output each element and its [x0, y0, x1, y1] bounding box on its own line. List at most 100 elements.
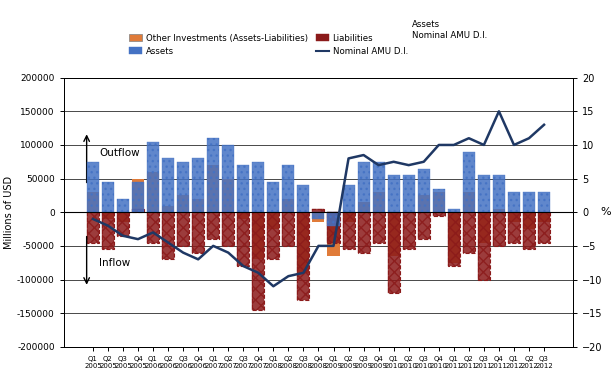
Bar — [478, 212, 490, 242]
Bar — [523, 192, 535, 212]
Bar — [523, 212, 535, 229]
Bar — [252, 162, 264, 212]
Bar — [117, 212, 129, 236]
Bar — [328, 212, 339, 226]
Legend: Other Investments (Assets-Liabilities), Assets, Liabilities, Nominal AMU D.I.: Other Investments (Assets-Liabilities), … — [129, 34, 408, 56]
Bar — [357, 202, 370, 212]
Bar — [87, 192, 99, 212]
Bar — [463, 152, 475, 212]
Bar — [418, 212, 430, 239]
Bar — [387, 212, 400, 293]
Bar — [282, 165, 295, 212]
Bar — [87, 212, 99, 242]
Bar — [343, 185, 355, 212]
Bar — [478, 212, 490, 279]
Bar — [87, 162, 99, 212]
Bar — [117, 199, 129, 212]
Bar — [252, 212, 264, 310]
Bar — [298, 212, 309, 300]
Bar — [508, 192, 520, 212]
Bar — [478, 175, 490, 212]
Bar — [268, 182, 279, 212]
Bar — [538, 212, 550, 222]
Bar — [162, 206, 174, 212]
Bar — [147, 212, 159, 242]
Bar — [328, 212, 339, 256]
Bar — [132, 209, 144, 212]
Bar — [312, 212, 325, 219]
Bar — [387, 212, 400, 293]
Bar — [177, 212, 189, 246]
Bar — [493, 209, 505, 212]
Bar — [222, 179, 234, 212]
Bar — [508, 212, 520, 222]
Bar — [237, 165, 249, 212]
Bar — [508, 212, 520, 242]
Bar — [162, 212, 174, 259]
Bar — [132, 209, 144, 212]
Bar — [538, 212, 550, 242]
Bar — [207, 212, 219, 239]
Bar — [252, 212, 264, 259]
Bar — [282, 212, 295, 246]
Text: Inflow: Inflow — [100, 258, 130, 268]
Bar — [268, 212, 279, 229]
Bar — [192, 212, 204, 253]
Bar — [102, 212, 114, 249]
Bar — [207, 138, 219, 212]
Bar — [177, 195, 189, 212]
Bar — [463, 192, 475, 212]
Bar — [357, 162, 370, 212]
Bar — [493, 212, 505, 246]
Bar — [268, 212, 279, 259]
Bar — [523, 212, 535, 249]
Bar — [343, 212, 355, 249]
Bar — [102, 212, 114, 219]
Bar — [343, 212, 355, 222]
Bar — [162, 159, 174, 212]
Bar — [132, 179, 144, 212]
Bar — [222, 212, 234, 246]
Bar — [237, 212, 249, 266]
Bar — [538, 212, 550, 242]
Bar — [222, 212, 234, 246]
Bar — [403, 175, 415, 212]
Bar — [418, 212, 430, 239]
Bar — [162, 212, 174, 259]
Y-axis label: Millions of USD: Millions of USD — [4, 176, 14, 249]
Bar — [448, 212, 460, 266]
Bar — [493, 212, 505, 246]
Bar — [132, 182, 144, 212]
Bar — [418, 169, 430, 212]
Bar — [373, 212, 384, 242]
Bar — [147, 142, 159, 212]
Bar — [448, 212, 460, 266]
Bar — [373, 192, 384, 212]
Text: Assets: Assets — [412, 20, 440, 29]
Bar — [387, 212, 400, 256]
Bar — [252, 212, 264, 310]
Bar — [192, 159, 204, 212]
Bar — [207, 212, 219, 239]
Bar — [463, 212, 475, 253]
Bar — [312, 212, 325, 222]
Bar — [433, 212, 445, 216]
Bar — [328, 212, 339, 242]
Bar — [538, 192, 550, 212]
Bar — [463, 212, 475, 253]
Bar — [117, 212, 129, 236]
Bar — [222, 145, 234, 212]
Bar — [102, 212, 114, 249]
Bar — [117, 212, 129, 222]
Bar — [373, 162, 384, 212]
Bar — [312, 209, 325, 212]
Bar — [493, 175, 505, 212]
Bar — [478, 212, 490, 279]
Bar — [192, 199, 204, 212]
Text: Outflow: Outflow — [100, 148, 140, 158]
Bar — [298, 212, 309, 273]
Bar — [147, 212, 159, 242]
Bar — [357, 212, 370, 253]
Bar — [312, 209, 325, 212]
Bar — [433, 212, 445, 216]
